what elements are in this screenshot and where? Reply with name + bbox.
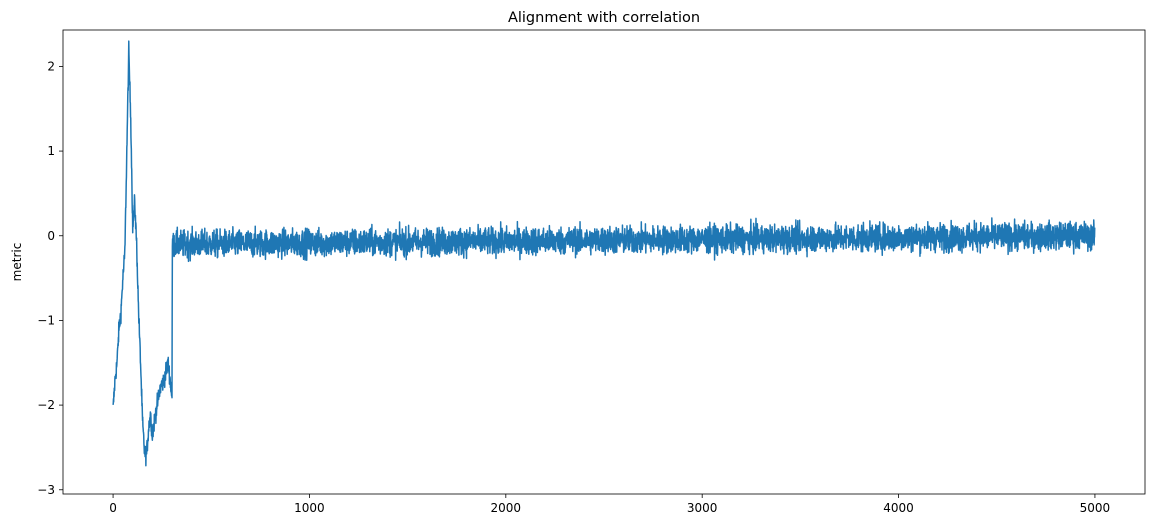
x-tick-label: 1000 (294, 501, 325, 515)
chart-title: Alignment with correlation (508, 10, 700, 26)
y-axis-ticks: −3 −2 −1 0 1 2 (37, 59, 63, 497)
y-tick-label: −3 (37, 483, 55, 497)
x-tick-label: 0 (109, 501, 117, 515)
y-axis-label: metric (10, 243, 24, 282)
y-tick-label: 1 (47, 144, 55, 158)
x-axis-ticks: 0 1000 2000 3000 4000 5000 (109, 494, 1110, 515)
x-tick-label: 5000 (1080, 501, 1111, 515)
plot-series-group (112, 40, 1096, 467)
y-tick-label: 2 (47, 59, 55, 73)
y-tick-label: 0 (47, 229, 55, 243)
y-tick-label: −2 (37, 398, 55, 412)
x-tick-label: 3000 (687, 501, 718, 515)
y-tick-label: −1 (37, 313, 55, 327)
plot-frame (62, 29, 1146, 495)
x-tick-label: 4000 (883, 501, 914, 515)
x-tick-label: 2000 (491, 501, 522, 515)
series-line (112, 40, 1096, 467)
